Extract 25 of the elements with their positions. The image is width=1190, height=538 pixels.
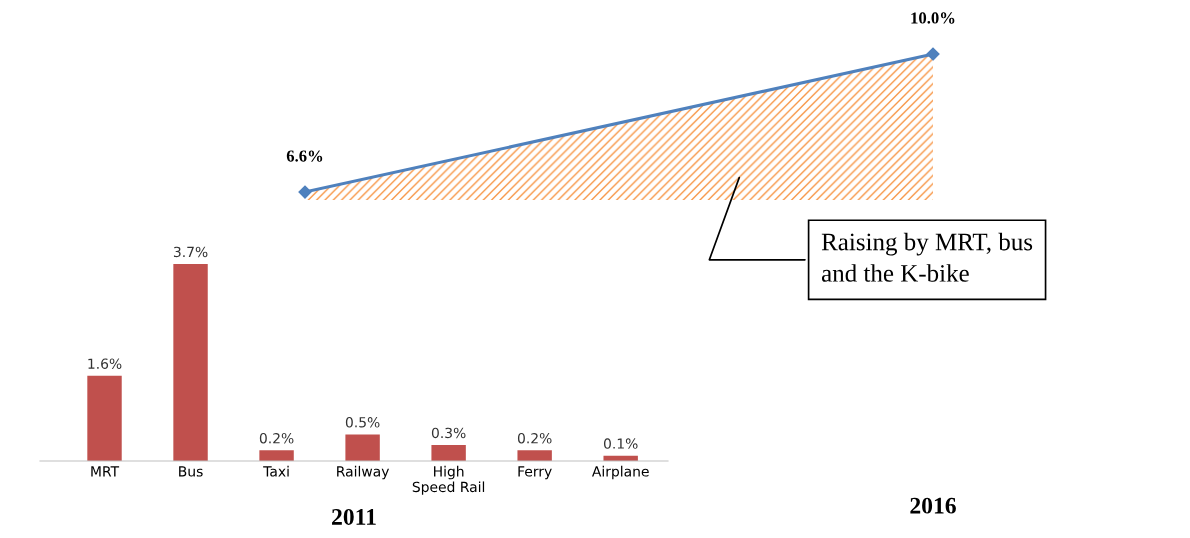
x-tick-label: High Speed Rail [412,465,485,495]
bar [431,445,466,461]
x-axis-title: 2011 [332,508,376,525]
bar [173,264,208,461]
bar [345,434,380,461]
data-label: 10.0% [911,12,955,24]
x-tick-label: Railway [337,465,390,480]
bar [517,450,552,461]
x-tick-label: MRT [91,466,120,477]
x-axis-title: 2016 [910,497,956,514]
data-label: 0.5% [345,417,380,428]
data-label: 3.7% [173,246,208,258]
bar [259,450,294,461]
data-label: 0.3% [431,427,466,439]
data-label: 0.1% [603,438,638,449]
data-label: 6.6% [286,150,323,162]
data-label: 0.2% [517,432,552,444]
x-tick-label: Airplane [591,465,649,480]
data-label: 0.2% [259,432,294,444]
bar [87,375,122,461]
x-tick-label: Taxi [263,465,289,477]
x-tick-label: Ferry [518,466,552,480]
data-label: 1.6% [88,358,122,369]
x-tick-label: Bus [179,466,203,477]
annotation: Raising by MRT, bus and the K-bike [821,232,1033,282]
